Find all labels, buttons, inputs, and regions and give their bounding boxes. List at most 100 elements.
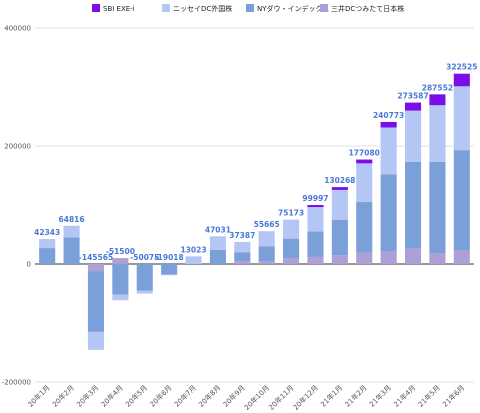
x-tick-label: 20年8月 xyxy=(197,383,223,409)
bar-segment xyxy=(283,238,300,259)
bar-segment xyxy=(112,294,129,301)
total-label: -145565 xyxy=(79,253,113,262)
total-label: -19018 xyxy=(155,253,184,262)
x-tick-label: 21年5月 xyxy=(416,383,442,409)
x-tick-label: 20年12月 xyxy=(291,383,320,412)
total-label: 177080 xyxy=(349,149,380,158)
legend-swatch xyxy=(320,4,328,12)
bar-segment xyxy=(185,256,202,264)
bar-segment xyxy=(234,261,251,264)
bar-segment xyxy=(404,102,422,111)
total-label: 37387 xyxy=(229,231,255,240)
bar-segment xyxy=(404,110,422,162)
total-label: -50075 xyxy=(130,253,159,262)
legend-label: ニッセイDC外国株 xyxy=(173,4,232,13)
bar-segment xyxy=(356,202,373,253)
bar-segment xyxy=(331,255,348,264)
bar-segment xyxy=(380,121,397,128)
x-tick-label: 20年11月 xyxy=(267,383,296,412)
y-tick-label: 0 xyxy=(27,261,31,269)
total-label: -51500 xyxy=(106,247,135,256)
y-tick-label: 400000 xyxy=(4,25,31,33)
bar-segment xyxy=(331,187,348,190)
bar-segment xyxy=(161,274,178,276)
bar-segment xyxy=(307,205,324,208)
bar-segment xyxy=(356,252,373,264)
bar-segment xyxy=(307,231,324,257)
bar-segment xyxy=(380,174,397,252)
total-label: 13023 xyxy=(180,245,206,254)
bars xyxy=(39,73,470,350)
bar-segment xyxy=(453,150,470,251)
total-label: 42343 xyxy=(34,228,60,237)
x-tick-label: 20年1月 xyxy=(26,383,52,409)
legend: SBI EXE-i ニッセイDC外国株 NYダウ・インデックス 三井DCつみたて日本株 xyxy=(92,4,404,13)
bar-segment xyxy=(112,264,129,295)
bar-segment xyxy=(136,264,153,291)
bar-segment xyxy=(39,248,56,264)
x-tick-label: 20年4月 xyxy=(99,383,125,409)
bar-segment xyxy=(63,225,80,238)
y-tick-label: 200000 xyxy=(4,143,31,151)
bar-segment xyxy=(453,86,470,151)
y-axis: -200000 0 200000 400000 xyxy=(2,25,31,387)
bar-segment xyxy=(380,127,397,175)
bar-segment xyxy=(234,241,251,253)
x-tick-label: 21年1月 xyxy=(319,383,345,409)
x-tick-label: 21年6月 xyxy=(440,383,466,409)
bar-segment xyxy=(453,73,470,87)
bar-segment xyxy=(356,159,373,164)
data-labels: 42343 64816 -145565-51500-50075-1901813023… xyxy=(34,63,477,262)
bar-segment xyxy=(283,258,300,264)
bar-segment xyxy=(161,264,178,275)
total-label: 64816 xyxy=(59,215,85,224)
bar-segment xyxy=(283,219,300,239)
gridlines xyxy=(35,27,474,383)
total-label: 55665 xyxy=(254,220,280,229)
bar-segment xyxy=(258,231,275,247)
bar-segment xyxy=(429,253,446,264)
legend-label: SBI EXE-i xyxy=(103,5,135,13)
x-axis: 20年1月 20年2月 20年3月 20年4月 20年5月 20年6月 20年7月 20年8月… xyxy=(26,383,466,412)
bar-segment xyxy=(356,163,373,203)
bar-segment xyxy=(429,94,446,106)
total-label: 273587 xyxy=(397,92,428,101)
x-tick-label: 21年3月 xyxy=(367,383,393,409)
x-tick-label: 20年2月 xyxy=(50,383,76,409)
legend-swatch xyxy=(246,4,254,12)
x-tick-label: 20年9月 xyxy=(221,383,247,409)
total-label: 75173 xyxy=(278,209,304,218)
total-label: 47031 xyxy=(205,225,231,234)
legend-swatch xyxy=(92,4,100,12)
legend-label: NYダウ・インデックス xyxy=(257,4,329,13)
bar-segment xyxy=(331,219,348,256)
bar-segment xyxy=(307,207,324,232)
bar-segment xyxy=(39,239,56,249)
bar-segment xyxy=(331,189,348,220)
bar-segment xyxy=(307,256,324,264)
total-label: 287552 xyxy=(422,83,453,92)
bar-segment xyxy=(87,271,105,332)
bar-segment xyxy=(429,161,446,254)
bar-segment xyxy=(87,264,105,272)
x-tick-label: 20年10月 xyxy=(242,383,271,412)
x-tick-label: 20年5月 xyxy=(123,383,149,409)
total-label: 240773 xyxy=(373,111,404,120)
total-label: 130268 xyxy=(324,176,355,185)
x-tick-label: 20年3月 xyxy=(75,383,101,409)
bar-segment xyxy=(209,249,226,264)
x-tick-label: 20年7月 xyxy=(172,383,198,409)
total-label: 99997 xyxy=(302,194,328,203)
legend-label: 三井DCつみたて日本株 xyxy=(331,4,404,13)
bar-segment xyxy=(112,258,129,264)
bar-segment xyxy=(136,290,153,294)
bar-segment xyxy=(258,246,275,262)
bar-segment xyxy=(429,105,446,162)
bar-segment xyxy=(404,248,422,264)
bar-segment xyxy=(209,236,226,250)
total-label: 322525 xyxy=(446,63,477,72)
bar-segment xyxy=(380,251,397,264)
x-tick-label: 21年4月 xyxy=(392,383,418,409)
legend-swatch xyxy=(162,4,170,12)
